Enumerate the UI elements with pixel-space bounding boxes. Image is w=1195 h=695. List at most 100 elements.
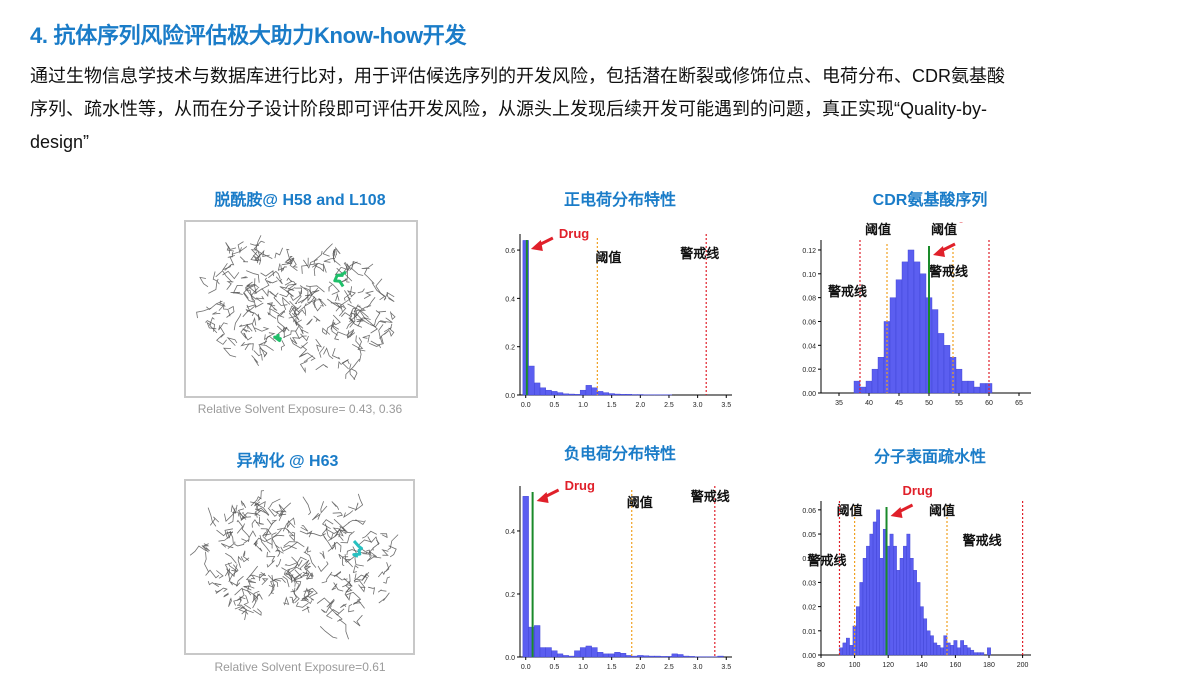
x-tick-label: 2.5 [664, 664, 674, 670]
y-tick-label: 0.10 [802, 272, 816, 279]
drug-label: Drug [935, 222, 965, 223]
x-tick-label: 160 [950, 662, 962, 669]
histogram-bar [919, 273, 927, 394]
threshold-label: 阈值 [627, 495, 653, 510]
warning-label: 警戒线 [929, 264, 968, 279]
warning-label: 警戒线 [691, 489, 730, 504]
drug-label: Drug [565, 478, 595, 493]
y-tick-label: 0.04 [802, 343, 816, 350]
y-tick-label: 0.0 [505, 655, 515, 662]
histogram-bar [903, 545, 907, 656]
histogram-bar [677, 654, 684, 658]
histogram-bar [562, 393, 569, 396]
molecule-structure-1 [196, 235, 396, 380]
positive-charge-chart: 0.0 0.2 0.4 0.6 0.0 0.5 1.0 1.5 2.0 2.5 3.0 3.5 阈值 警戒… [505, 226, 732, 409]
histogram-bar [865, 380, 873, 394]
histogram-bar [648, 655, 655, 658]
x-tick-label: 45 [895, 400, 903, 407]
histogram-bar [688, 656, 695, 658]
y-tick-label: 0.2 [505, 345, 515, 352]
x-tick-label: 3.0 [693, 402, 703, 409]
y-tick-label: 0.4 [505, 296, 515, 303]
threshold-label: 阈值 [837, 503, 863, 518]
y-tick-label: 0.06 [802, 319, 816, 326]
histogram-bar [973, 652, 978, 656]
x-tick-label: 1.5 [607, 664, 617, 670]
histogram-bar [579, 389, 587, 396]
histogram-bar [585, 645, 592, 658]
x-tick-label: 3.0 [693, 664, 703, 670]
histogram-bar [853, 380, 861, 394]
histogram-bar [931, 309, 939, 394]
paragraph-line: design” [30, 132, 90, 152]
histogram-bar [877, 357, 885, 394]
histogram-bar [876, 509, 881, 656]
histogram-bar [916, 582, 921, 656]
histogram-bar [963, 645, 968, 656]
histogram-bar [683, 655, 690, 658]
histogram-bar [856, 606, 860, 656]
histogram-bar [551, 650, 558, 658]
surface-hydrophobicity-chart: 0.00 0.01 0.02 0.03 0.04 0.05 0.06 80 100 120 140 1… [802, 483, 1031, 669]
x-tick-label: 120 [882, 662, 894, 669]
histogram-bar [842, 642, 847, 656]
deamidation-structure-image [184, 220, 418, 398]
histogram-bar [551, 391, 558, 396]
x-tick-label: 65 [1015, 400, 1023, 407]
x-tick-label: 0.0 [521, 402, 531, 409]
histogram-bar [979, 383, 987, 394]
cdr-amino-acid-chart: 0.00 0.02 0.04 0.06 0.08 0.10 0.12 35 40 45 50 55 60… [802, 222, 1031, 407]
histogram-bar [980, 652, 985, 656]
histogram-bar [539, 387, 546, 396]
histogram-bar [926, 630, 931, 656]
x-tick-label: 0.5 [550, 402, 560, 409]
histogram-bar [528, 365, 535, 396]
y-tick-label: 0.08 [802, 296, 816, 303]
histogram-bar [949, 357, 957, 394]
page-title: 4. 抗体序列风险评估极大助力Know-how开发 [30, 23, 467, 48]
positive-charge-title: 正电荷分布特性 [563, 192, 676, 209]
isomerization-caption: Relative Solvent Exposure=0.61 [214, 660, 386, 674]
histogram-bar [591, 387, 598, 396]
surface-hydrophobicity-title: 分子表面疏水性 [873, 449, 986, 466]
histogram-bar [637, 655, 644, 658]
histogram-bar [717, 655, 724, 658]
threshold-label: 阈值 [865, 222, 891, 237]
x-tick-label: 55 [955, 400, 963, 407]
y-tick-label: 0.06 [802, 508, 816, 515]
histogram-bar [545, 647, 552, 658]
molecule-structure-2 [189, 490, 399, 640]
y-tick-label: 0.03 [802, 580, 816, 587]
histogram-bar [568, 655, 575, 658]
histogram-bar [937, 333, 945, 394]
paragraph-line: 通过生物信息学技术与数据库进行比对，用于评估候选序列的开发风险，包括潜在断裂或修… [30, 66, 1005, 86]
histogram-bar [923, 618, 928, 656]
histogram-bar [871, 368, 879, 394]
negative-charge-title: 负电荷分布特性 [563, 446, 676, 463]
warning-label: 警戒线 [807, 553, 846, 568]
x-tick-label: 1.5 [607, 402, 617, 409]
histogram-bar [602, 392, 610, 396]
y-tick-label: 0.00 [802, 653, 816, 660]
histogram-bar [893, 545, 897, 656]
y-tick-label: 0.4 [505, 529, 515, 536]
histogram-bar [534, 382, 541, 396]
histogram-bar [562, 655, 569, 658]
histogram-bar [859, 582, 864, 656]
drug-arrow [530, 236, 554, 251]
histogram-bar [977, 652, 981, 656]
x-tick-label: 80 [817, 662, 825, 669]
threshold-label: 阈值 [929, 503, 955, 518]
drug-arrow [933, 242, 956, 257]
histogram-bar [889, 297, 897, 394]
histogram-bar [654, 655, 661, 658]
molecule-wireframe [189, 490, 399, 640]
y-tick-label: 0.00 [802, 391, 816, 398]
histogram-bar [907, 249, 915, 394]
histogram-bar [614, 393, 621, 396]
histogram-bar [961, 380, 969, 394]
histogram-bar [574, 394, 581, 396]
histogram-bar [987, 647, 991, 656]
histogram-bar [909, 558, 914, 656]
x-tick-label: 200 [1017, 662, 1029, 669]
